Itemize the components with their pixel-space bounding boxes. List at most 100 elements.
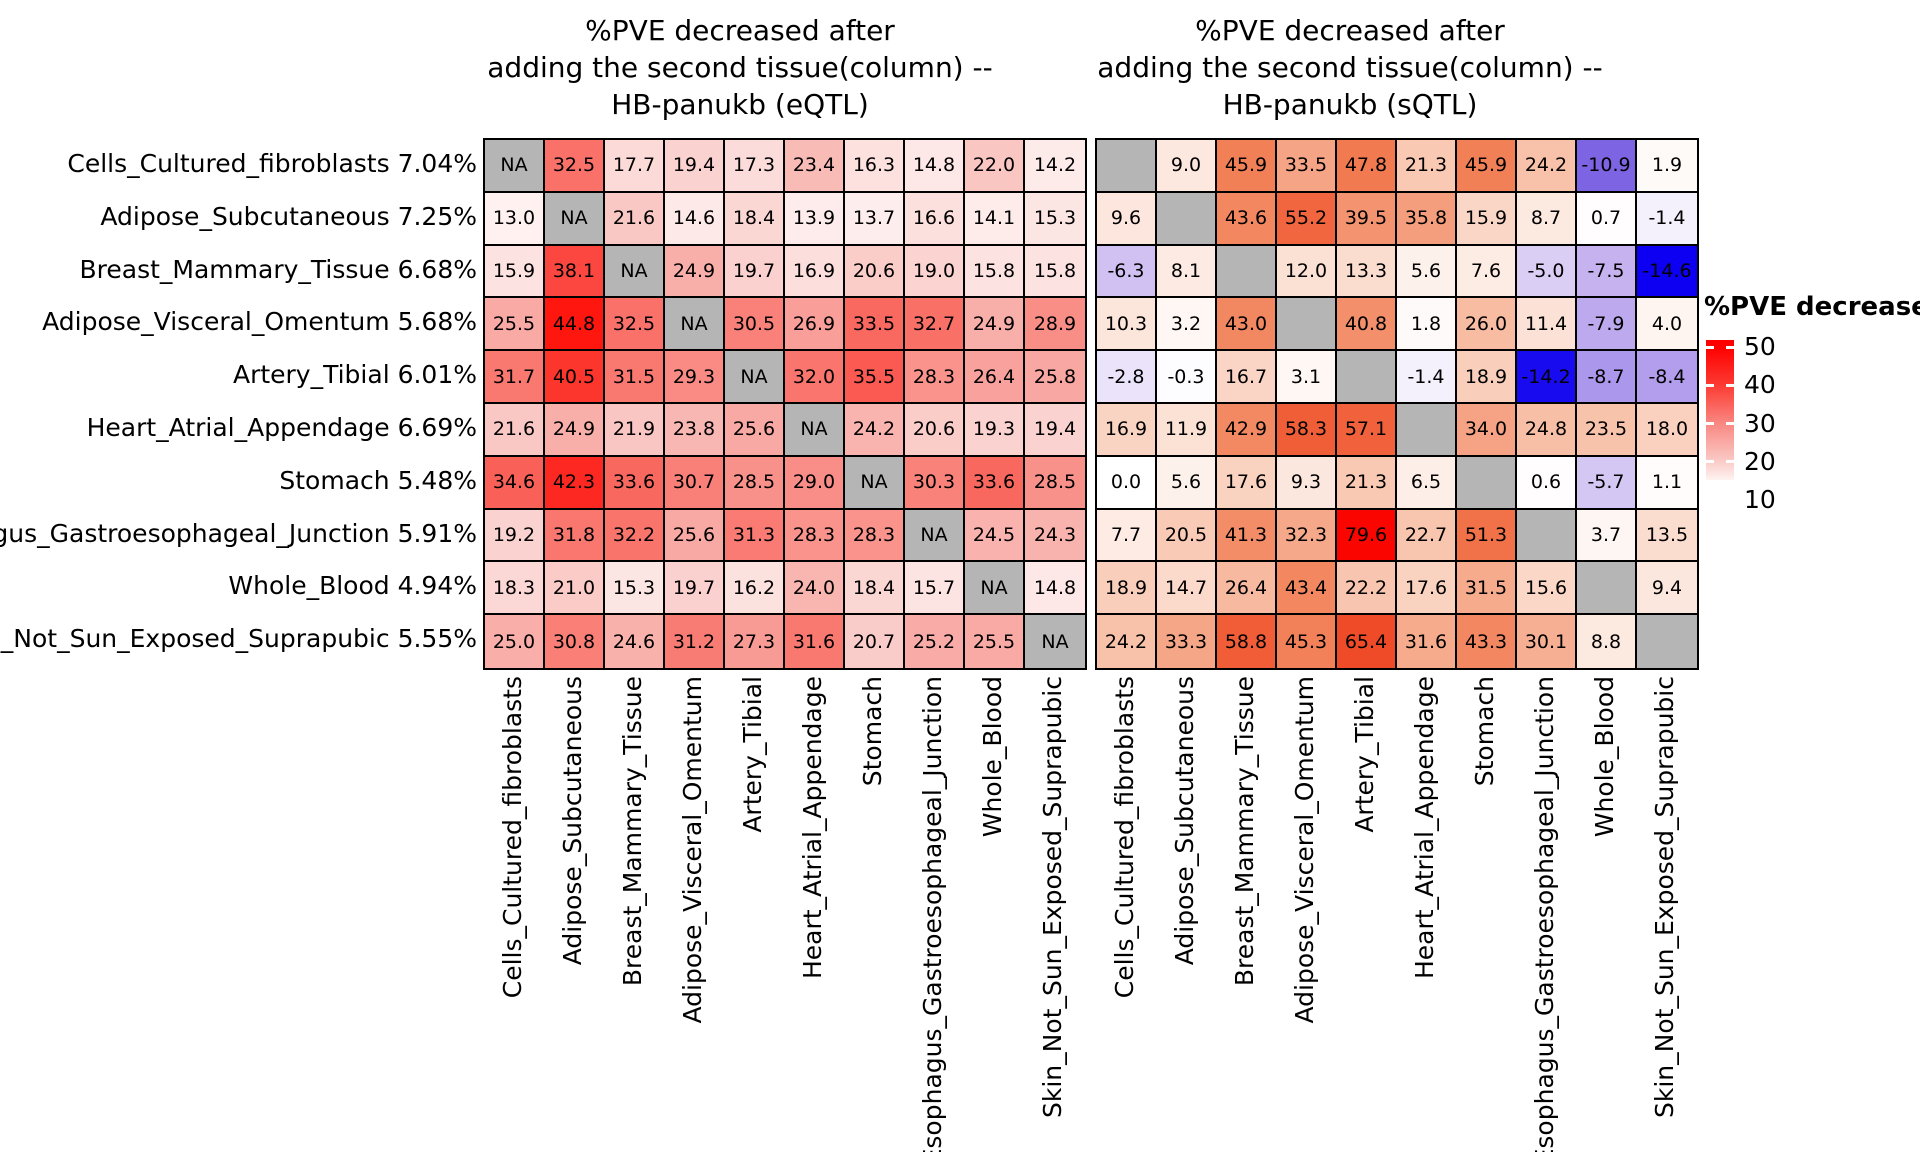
heatmap-cell: 16.6 [905, 192, 965, 246]
row-label: Stomach 5.48% [279, 465, 477, 495]
heatmap-cell: 35.5 [845, 351, 905, 404]
heatmap-cell: 1.1 [1637, 456, 1697, 510]
heatmap-cell: 57.1 [1337, 403, 1397, 457]
heatmap-cell: 19.7 [665, 562, 725, 616]
legend-tick-mark [1726, 460, 1734, 464]
heatmap-cell: 24.2 [845, 403, 905, 457]
heatmap-cell: 17.3 [725, 140, 785, 193]
heatmap-cell: 28.5 [725, 456, 785, 510]
na-cell: NA [785, 403, 845, 457]
column-label: Skin_Not_Sun_Exposed_Suprapubic [1038, 676, 1067, 1118]
heatmap-cell: 17.6 [1397, 562, 1457, 616]
heatmap-cell: 39.5 [1337, 192, 1397, 246]
legend-tick-mark [1726, 345, 1734, 349]
na-cell: NA [545, 192, 605, 246]
na-cell [1517, 509, 1577, 563]
heatmap-cell: 21.6 [605, 192, 665, 246]
heatmap-cell: 21.0 [545, 562, 605, 616]
row-label: Skin_Not_Sun_Exposed_Suprapubic 5.55% [0, 624, 477, 654]
column-label: Breast_Mammary_Tissue [1230, 676, 1259, 987]
column-label: Cells_Cultured_fibroblasts [1110, 676, 1139, 999]
heatmap-cell: 16.9 [785, 245, 845, 299]
column-label: Breast_Mammary_Tissue [618, 676, 647, 987]
heatmap-cell: 20.5 [1157, 509, 1217, 563]
heatmap-cell: 24.9 [665, 245, 725, 299]
heatmap-cell: 25.6 [725, 403, 785, 457]
heatmap-cell: 14.2 [1025, 140, 1085, 193]
heatmap-cell: 14.8 [905, 140, 965, 193]
heatmap-cell: 28.3 [905, 351, 965, 404]
column-label: Heart_Atrial_Appendage [798, 676, 827, 980]
heatmap-cell: 25.8 [1025, 351, 1085, 404]
na-cell [1637, 615, 1697, 668]
heatmap-cell: 23.8 [665, 403, 725, 457]
heatmap-cell: 25.6 [665, 509, 725, 563]
heatmap-cell: 3.1 [1277, 351, 1337, 404]
heatmap-cell: 15.6 [1517, 562, 1577, 616]
column-label: Artery_Tibial [738, 676, 767, 833]
heatmap-cell: 16.3 [845, 140, 905, 193]
heatmap-cell: 29.3 [665, 351, 725, 404]
heatmap-cell: 44.8 [545, 298, 605, 352]
heatmap-cell: 45.9 [1457, 140, 1517, 193]
heatmap-cell: 19.0 [905, 245, 965, 299]
heatmap-cell: 58.3 [1277, 403, 1337, 457]
heatmap-cell: -1.4 [1637, 192, 1697, 246]
heatmap-cell: 0.7 [1577, 192, 1637, 246]
heatmap-cell: 25.2 [905, 615, 965, 668]
heatmap-cell: 18.0 [1637, 403, 1697, 457]
heatmap-cell: -1.4 [1397, 351, 1457, 404]
heatmap-cell: 31.6 [1397, 615, 1457, 668]
heatmap-cell: 9.0 [1157, 140, 1217, 193]
heatmap-cell: 33.5 [1277, 140, 1337, 193]
na-cell [1097, 140, 1157, 193]
heatmap-cell: 31.5 [605, 351, 665, 404]
heatmap-cell: 18.4 [845, 562, 905, 616]
heatmap-cell: 43.4 [1277, 562, 1337, 616]
heatmap-cell: 79.6 [1337, 509, 1397, 563]
plot-title-sqtl: %PVE decreased after adding the second t… [1097, 14, 1603, 121]
heatmap-cell: 43.3 [1457, 615, 1517, 668]
heatmap-cell: 30.5 [725, 298, 785, 352]
heatmap-cell: 25.0 [485, 615, 545, 668]
heatmap-cell: 22.7 [1397, 509, 1457, 563]
heatmap-cell: 21.3 [1337, 456, 1397, 510]
heatmap-cell: 47.8 [1337, 140, 1397, 193]
column-label: Adipose_Subcutaneous [558, 676, 587, 966]
heatmap-cell: 25.5 [965, 615, 1025, 668]
row-label: Whole_Blood 4.94% [228, 571, 477, 601]
heatmap-cell: 13.9 [785, 192, 845, 246]
legend-tick-mark [1706, 383, 1714, 387]
heatmap-cell: 24.2 [1517, 140, 1577, 193]
heatmap-cell: 24.0 [785, 562, 845, 616]
na-cell [1337, 351, 1397, 404]
heatmap-cell: 43.6 [1217, 192, 1277, 246]
heatmap-cell: 31.3 [725, 509, 785, 563]
heatmap-cell: 23.5 [1577, 403, 1637, 457]
heatmap-cell: 15.7 [905, 562, 965, 616]
legend-tick-mark [1726, 422, 1734, 426]
na-cell: NA [905, 509, 965, 563]
heatmap-cell: 30.7 [665, 456, 725, 510]
heatmap-cell: 35.8 [1397, 192, 1457, 246]
heatmap-cell: 24.5 [965, 509, 1025, 563]
na-cell: NA [665, 298, 725, 352]
heatmap-cell: -14.2 [1517, 351, 1577, 404]
heatmap-cell: 28.9 [1025, 298, 1085, 352]
heatmap-cell: 16.7 [1217, 351, 1277, 404]
column-label: Whole_Blood [1590, 676, 1619, 838]
heatmap-cell: 33.6 [605, 456, 665, 510]
legend-tick-label: 30 [1744, 408, 1776, 438]
heatmap-cell: 21.3 [1397, 140, 1457, 193]
heatmap-cell: 22.0 [965, 140, 1025, 193]
na-cell: NA [605, 245, 665, 299]
heatmap-cell: 19.4 [1025, 403, 1085, 457]
heatmap-cell: 14.1 [965, 192, 1025, 246]
heatmap-cell: 15.8 [965, 245, 1025, 299]
heatmap-cell: 13.7 [845, 192, 905, 246]
heatmap-cell: -8.7 [1577, 351, 1637, 404]
column-label: Adipose_Visceral_Omentum [1290, 676, 1319, 1024]
heatmap-cell: 4.0 [1637, 298, 1697, 352]
heatmap-cell: 7.6 [1457, 245, 1517, 299]
